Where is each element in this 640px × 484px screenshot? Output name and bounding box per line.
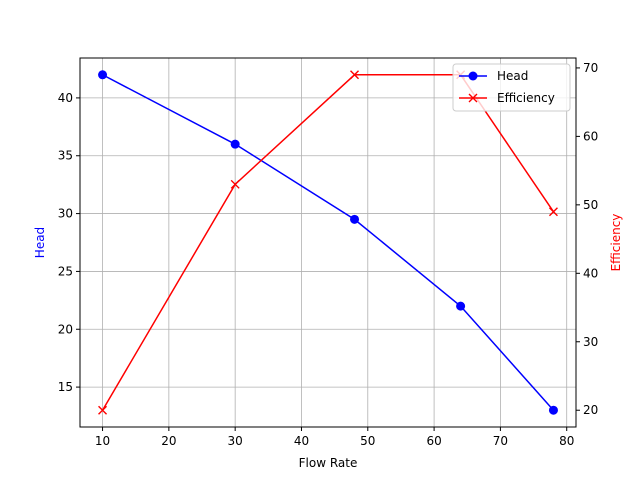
circle-marker xyxy=(98,70,108,80)
y2-tick-label: 50 xyxy=(583,198,598,212)
x-tick-label: 50 xyxy=(360,434,375,448)
legend-x-marker xyxy=(468,93,478,103)
y2-tick-label: 30 xyxy=(583,335,598,349)
x-marker xyxy=(98,405,108,415)
series-efficiency xyxy=(98,70,558,415)
grid-lines xyxy=(80,58,576,427)
x-tick-label: 60 xyxy=(426,434,441,448)
x-axis-label: Flow Rate xyxy=(299,456,358,470)
x-marker xyxy=(230,179,240,189)
legend: Head Efficiency xyxy=(452,63,571,112)
x-marker xyxy=(350,70,360,80)
y-tick-label: 35 xyxy=(58,149,73,163)
y2-tick-label: 70 xyxy=(583,61,598,75)
x-tick-label: 10 xyxy=(95,434,110,448)
x-tick-label: 80 xyxy=(559,434,574,448)
y-tick-label: 25 xyxy=(58,264,73,278)
legend-item-head: Head xyxy=(459,69,528,83)
legend-item-efficiency: Efficiency xyxy=(459,91,555,105)
y-tick-label: 20 xyxy=(58,322,73,336)
circle-marker xyxy=(230,139,240,149)
x-tick-label: 70 xyxy=(493,434,508,448)
y-tick-label: 40 xyxy=(58,91,73,105)
y-tick-label: 30 xyxy=(58,207,73,221)
circle-marker xyxy=(548,405,558,415)
x-axis: 10 20 30 40 50 60 70 80 Flow Rate xyxy=(95,427,574,470)
plot-frame xyxy=(79,57,577,428)
y2-tick-label: 60 xyxy=(583,129,598,143)
circle-marker xyxy=(350,214,360,224)
y2-tick-label: 40 xyxy=(583,266,598,280)
x-tick-label: 30 xyxy=(228,434,243,448)
circle-marker xyxy=(456,301,466,311)
x-marker xyxy=(548,207,558,217)
series-head xyxy=(98,70,558,415)
y-axis-left: 15 20 25 30 35 40 Head xyxy=(33,91,80,394)
y-tick-label: 15 xyxy=(58,380,73,394)
y2-tick-label: 20 xyxy=(583,403,598,417)
x-tick-label: 20 xyxy=(161,434,176,448)
y-axis-label: Head xyxy=(33,227,47,258)
x-tick-label: 40 xyxy=(294,434,309,448)
legend-label: Head xyxy=(497,69,528,83)
series-line xyxy=(102,74,555,411)
legend-circle-marker xyxy=(468,71,478,81)
series-line xyxy=(101,74,555,411)
y2-axis-label: Efficiency xyxy=(609,214,623,272)
legend-label: Efficiency xyxy=(497,91,555,105)
y-axis-right: 20 30 40 50 60 70 Efficiency xyxy=(576,61,623,417)
